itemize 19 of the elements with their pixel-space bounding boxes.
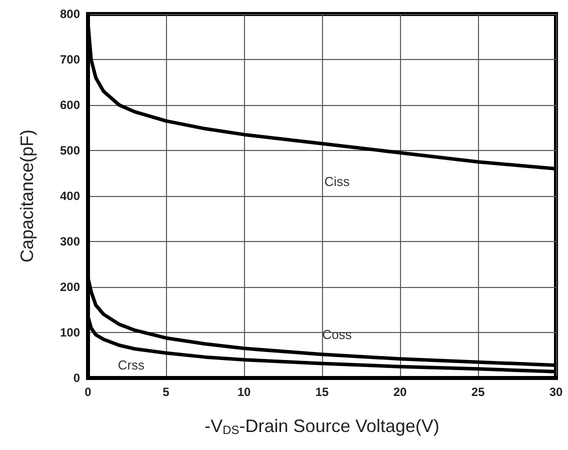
x-tick-label: 25 bbox=[471, 385, 485, 399]
x-tick-label: 10 bbox=[237, 385, 251, 399]
y-tick-label: 600 bbox=[60, 98, 80, 112]
y-tick-label: 200 bbox=[60, 280, 80, 294]
y-tick-label: 0 bbox=[73, 371, 80, 385]
x-tick-label: 20 bbox=[393, 385, 407, 399]
x-tick-label: 0 bbox=[84, 385, 92, 399]
y-tick-label: 700 bbox=[60, 52, 80, 66]
series-label: Crss bbox=[118, 358, 146, 373]
y-tick-label: 300 bbox=[60, 234, 80, 248]
y-tick-label: 500 bbox=[60, 144, 80, 158]
y-tick-label: 800 bbox=[60, 7, 80, 21]
x-tick-label: 15 bbox=[315, 385, 329, 399]
x-tick-label: 30 bbox=[549, 385, 563, 399]
x-tick-label: 5 bbox=[162, 385, 170, 399]
text: Ciss bbox=[324, 174, 350, 190]
y-tick-label: 400 bbox=[60, 189, 80, 203]
y-axis-title: Capacitance(pF) bbox=[17, 129, 37, 263]
y-tick-label: 100 bbox=[60, 326, 80, 340]
